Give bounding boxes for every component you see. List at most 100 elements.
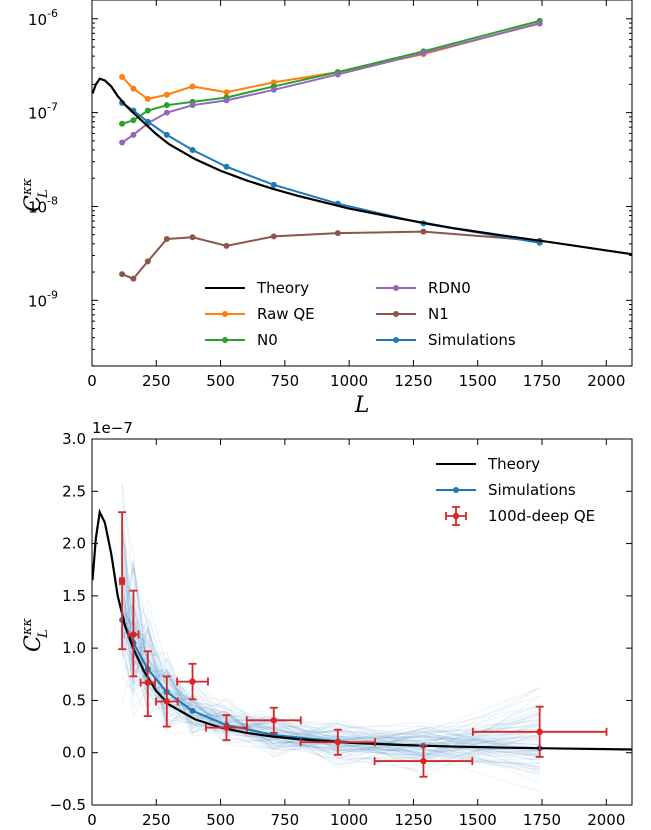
top-series-point — [223, 97, 230, 104]
top-x-tick-label: 500 — [206, 372, 235, 390]
bottom-simulation-realization — [121, 555, 540, 752]
top-plot-frame — [91, 0, 633, 367]
bottom-y-tick-label: 2.0 — [62, 535, 86, 553]
bottom-measurement-point — [299, 728, 377, 756]
top-series-point — [223, 89, 230, 96]
top-legend-label: Theory — [256, 279, 309, 297]
bottom-simulation-realization — [121, 566, 540, 753]
top-x-tick-label: 1000 — [330, 372, 368, 390]
bottom-simulation-realization — [121, 639, 540, 749]
top-y-tick-label-exp: -6 — [47, 7, 58, 20]
bottom-simulation-realization — [121, 601, 540, 760]
top-series-point — [163, 109, 170, 116]
bottom-measurement-marker — [270, 717, 277, 724]
top-legend-entry: Raw QE — [205, 305, 315, 323]
bottom-series-measurements — [118, 511, 608, 778]
bottom-legend-entry: Simulations — [436, 481, 576, 499]
bottom-y-tick-label: 0.0 — [62, 744, 86, 762]
bottom-simulation-realization — [121, 622, 540, 756]
bottom-simulation-realization — [121, 609, 540, 757]
top-legend-entry: RDN0 — [376, 279, 471, 297]
bottom-simulation-realization — [121, 522, 540, 749]
bottom-simulation-realization — [121, 544, 540, 757]
bottom-simulations-point — [189, 707, 196, 714]
top-series-point — [130, 117, 137, 124]
bottom-simulation-realization — [121, 481, 540, 761]
top-series-point — [144, 118, 151, 125]
bottom-simulation-realization — [121, 628, 540, 755]
bottom-x-tick-label: 250 — [142, 811, 171, 829]
bottom-measurement-point — [139, 650, 156, 718]
top-series-point — [144, 107, 151, 114]
top-legend-marker — [222, 337, 228, 343]
top-series-point — [144, 95, 151, 102]
top-y-tick-label: 10-8 — [28, 194, 58, 216]
top-series-point — [163, 236, 170, 243]
bottom-y-tick-label: 2.5 — [62, 482, 86, 500]
bottom-y-tick-label: 0.5 — [62, 691, 86, 709]
top-legend-label: RDN0 — [428, 279, 471, 297]
bottom-y-tick-label: 1.0 — [62, 639, 86, 657]
top-y-tick-label-base: 10 — [28, 105, 47, 123]
bottom-legend-marker — [452, 512, 460, 520]
bottom-x-tick-label: 1250 — [394, 811, 432, 829]
top-legend-entry: N1 — [376, 305, 449, 323]
bottom-simulation-realization — [121, 606, 540, 776]
top-series-point — [144, 258, 151, 265]
bottom-legend-entry: 100d-deep QE — [445, 506, 595, 526]
top-series-point — [163, 91, 170, 98]
bottom-measurement-point — [373, 744, 474, 778]
bottom-x-tick-label: 1750 — [523, 811, 561, 829]
top-y-tick-label-exp: -9 — [47, 288, 58, 301]
bottom-simulation-realization — [121, 520, 540, 774]
bottom-simulation-realization — [121, 651, 540, 754]
top-x-tick-label: 2000 — [587, 372, 625, 390]
top-series-raw-qe — [119, 20, 543, 102]
bottom-y-axis-label-sub: L — [36, 629, 51, 639]
bottom-x-tick-label: 1500 — [459, 811, 497, 829]
bottom-simulation-realization — [121, 592, 540, 771]
top-series-point — [119, 120, 126, 127]
bottom-legend-marker — [453, 487, 459, 493]
bottom-simulation-realization — [121, 598, 540, 742]
bottom-simulation-realization — [121, 609, 540, 756]
top-series-point — [130, 85, 137, 92]
bottom-simulation-realization — [121, 588, 540, 753]
bottom-measurement-marker — [163, 698, 171, 705]
top-legend-label: Raw QE — [257, 305, 315, 323]
bottom-measurement-marker — [189, 678, 196, 685]
top-series-point — [536, 20, 543, 27]
bottom-measurement-point — [176, 662, 209, 701]
top-series-point — [334, 230, 341, 237]
top-series-line — [121, 230, 540, 280]
top-legend-label: Simulations — [428, 331, 516, 349]
bottom-measurement-marker — [130, 631, 137, 638]
bottom-panel: 0 250 500 750 1000 1250 1500 1750 2000 −0.5 0.0 0.5… — [20, 419, 633, 829]
bottom-simulation-realization — [121, 601, 540, 758]
top-series-point — [189, 102, 196, 109]
top-series-point — [130, 131, 137, 138]
bottom-measurement-marker — [118, 578, 126, 585]
bottom-x-tick-label: 0 — [87, 811, 97, 829]
top-series-point — [163, 131, 170, 138]
bottom-y-axis-label-sup: κκ — [20, 618, 35, 637]
top-y-tick-label-exp: -7 — [47, 101, 58, 114]
top-legend-label: N0 — [257, 331, 278, 349]
top-x-tick-label: 750 — [271, 372, 300, 390]
bottom-legend-label: Simulations — [488, 481, 576, 499]
bottom-measurement-marker — [334, 739, 342, 746]
top-series-simulations — [119, 99, 543, 246]
top-legend-marker — [393, 311, 399, 317]
top-axis-ticks: 0 250 500 750 1000 1250 1500 1750 200010-910-810… — [28, 0, 632, 390]
bottom-simulation-realization — [121, 600, 540, 752]
bottom-offset-text: 1e−7 — [92, 419, 133, 437]
top-series-layer — [91, 17, 633, 282]
top-y-tick-label-base: 10 — [28, 11, 47, 29]
bottom-measurement-point — [471, 705, 608, 758]
bottom-simulation-realization — [121, 602, 540, 755]
top-series-point — [420, 50, 427, 57]
bottom-legend-entry: Theory — [436, 455, 540, 473]
bottom-simulation-realization — [121, 522, 540, 749]
bottom-x-tick-label: 2000 — [587, 811, 625, 829]
bottom-simulation-realization — [121, 618, 540, 752]
